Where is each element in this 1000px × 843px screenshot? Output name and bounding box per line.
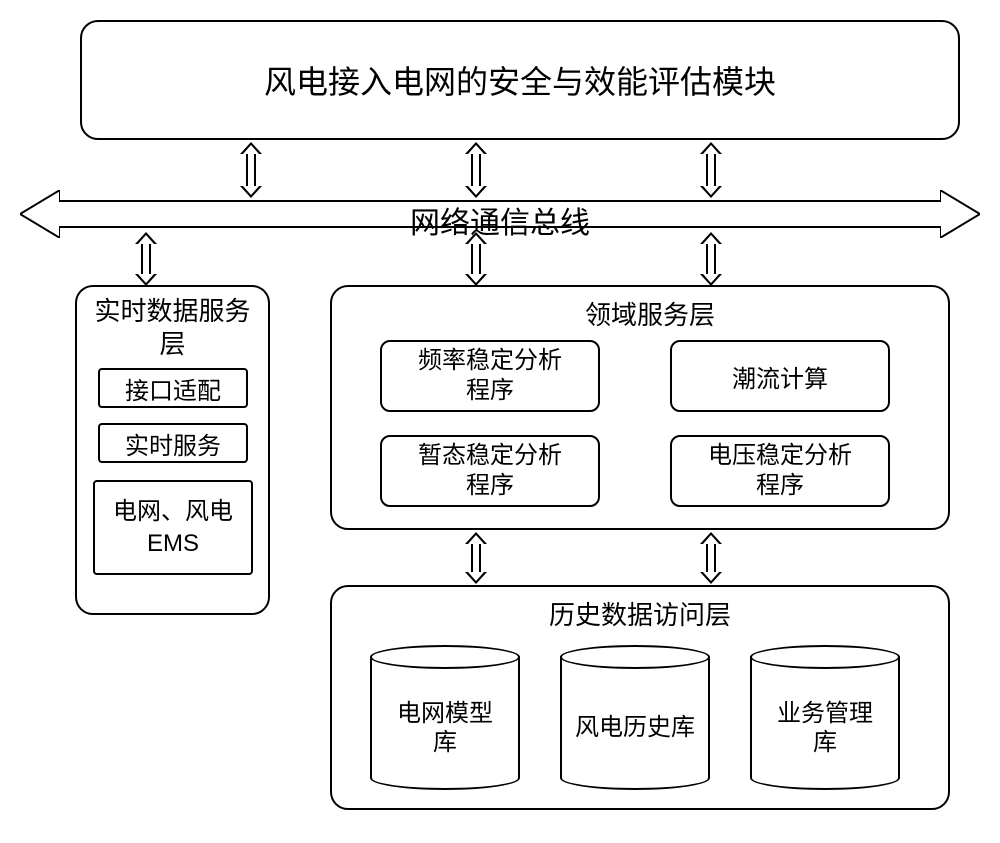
domain-voltage-box: 电压稳定分析程序 — [670, 435, 890, 507]
rt-service-box: 实时服务 — [98, 423, 248, 463]
domain-layer-title: 领域服务层 — [560, 295, 740, 332]
domain-transient-label: 暂态稳定分析程序 — [410, 441, 570, 501]
network-bus: 网络通信总线 — [20, 198, 980, 230]
rt-ems-label: 电网、风电EMS — [103, 496, 243, 558]
db-grid-model: 电网模型库 — [370, 645, 520, 790]
arrow-icon — [700, 142, 722, 198]
arrow-icon — [700, 532, 722, 584]
db-wind-history: 风电历史库 — [560, 645, 710, 790]
architecture-diagram: 风电接入电网的安全与效能评估模块 网络通信总线 实时数据 — [20, 20, 980, 823]
rt-service-label: 实时服务 — [125, 426, 221, 461]
bus-label: 网络通信总线 — [20, 198, 980, 242]
history-layer-title: 历史数据访问层 — [525, 595, 755, 632]
db-biz-mgmt-label: 业务管理库 — [775, 700, 875, 758]
arrow-icon — [135, 232, 157, 286]
domain-transient-box: 暂态稳定分析程序 — [380, 435, 600, 507]
realtime-layer-title: 实时数据服务层 — [85, 295, 260, 360]
domain-freq-box: 频率稳定分析程序 — [380, 340, 600, 412]
db-biz-mgmt: 业务管理库 — [750, 645, 900, 790]
domain-voltage-label: 电压稳定分析程序 — [700, 441, 860, 501]
db-wind-history-label: 风电历史库 — [575, 714, 695, 743]
db-grid-model-label: 电网模型库 — [395, 700, 495, 758]
arrow-icon — [465, 232, 487, 286]
top-module-title: 风电接入电网的安全与效能评估模块 — [264, 57, 776, 103]
arrow-icon — [465, 142, 487, 198]
rt-adapter-label: 接口适配 — [125, 371, 221, 406]
top-module-box: 风电接入电网的安全与效能评估模块 — [80, 20, 960, 140]
domain-flow-label: 潮流计算 — [732, 359, 828, 394]
domain-flow-box: 潮流计算 — [670, 340, 890, 412]
arrow-icon — [240, 142, 262, 198]
rt-adapter-box: 接口适配 — [98, 368, 248, 408]
domain-freq-label: 频率稳定分析程序 — [410, 346, 570, 406]
arrow-icon — [465, 532, 487, 584]
rt-ems-box: 电网、风电EMS — [93, 480, 253, 575]
arrow-icon — [700, 232, 722, 286]
